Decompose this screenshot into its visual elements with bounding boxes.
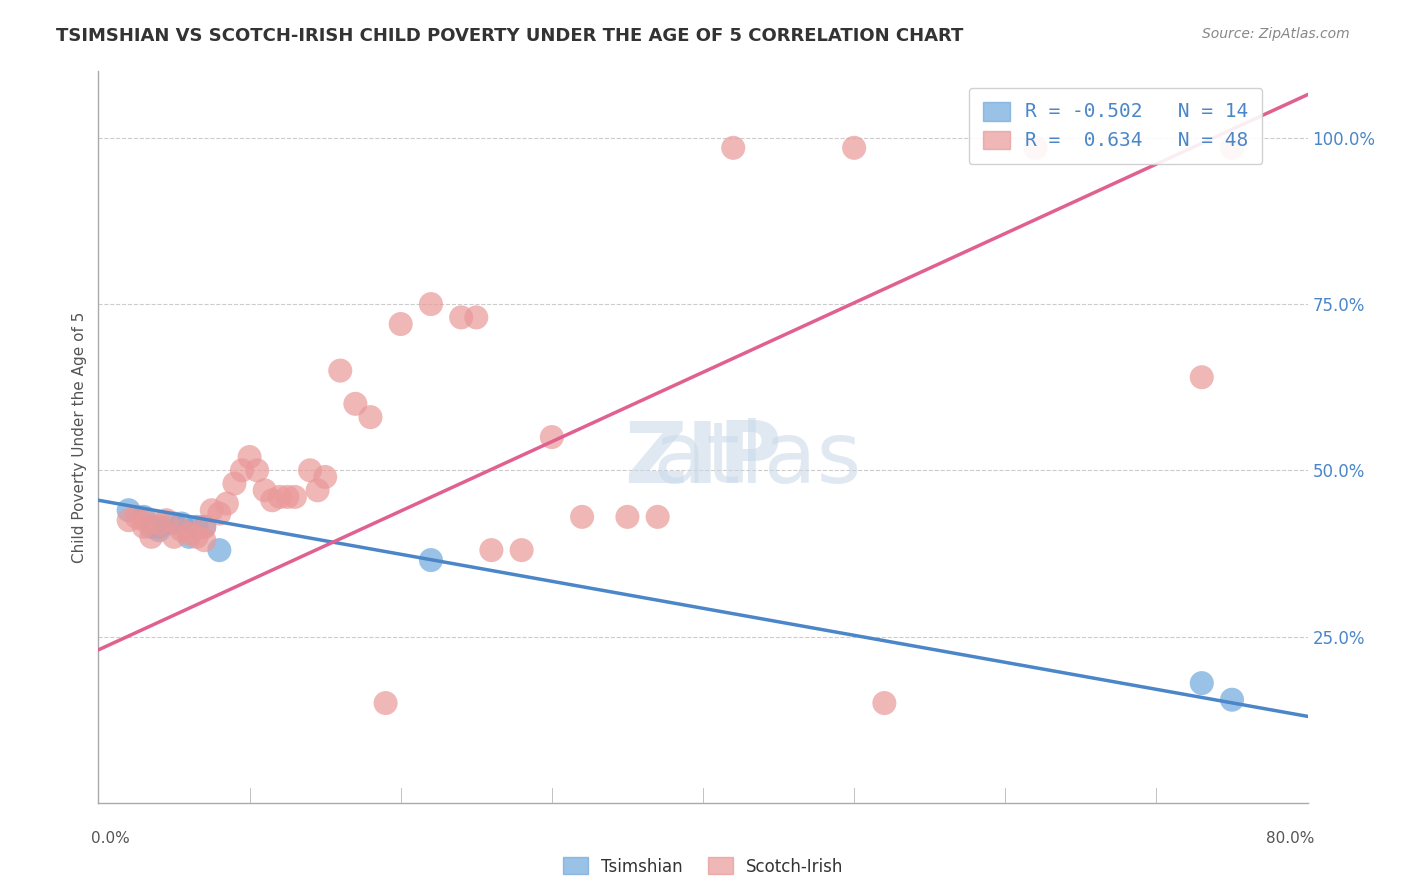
- Point: [246, 463, 269, 477]
- Point: [314, 470, 336, 484]
- Point: [465, 310, 488, 325]
- Point: [163, 516, 186, 531]
- Point: [132, 513, 155, 527]
- Point: [262, 493, 284, 508]
- Point: [201, 503, 224, 517]
- Point: [1220, 692, 1243, 706]
- Y-axis label: Child Poverty Under the Age of 5: Child Poverty Under the Age of 5: [72, 311, 87, 563]
- Point: [208, 543, 231, 558]
- Point: [616, 509, 638, 524]
- Point: [118, 513, 141, 527]
- Point: [481, 543, 503, 558]
- Point: [307, 483, 329, 498]
- Text: 80.0%: 80.0%: [1267, 831, 1315, 846]
- Point: [1191, 370, 1213, 384]
- Point: [420, 553, 443, 567]
- Point: [420, 297, 443, 311]
- Point: [450, 310, 472, 325]
- Point: [269, 490, 291, 504]
- Text: 0.0%: 0.0%: [91, 831, 131, 846]
- Point: [179, 530, 201, 544]
- Point: [132, 509, 155, 524]
- Point: [1024, 141, 1046, 155]
- Point: [148, 523, 170, 537]
- Point: [374, 696, 396, 710]
- Point: [141, 520, 163, 534]
- Point: [224, 476, 246, 491]
- Legend: Tsimshian, Scotch-Irish: Tsimshian, Scotch-Irish: [555, 851, 851, 882]
- Point: [360, 410, 382, 425]
- Point: [844, 141, 866, 155]
- Point: [571, 509, 593, 524]
- Point: [193, 520, 215, 534]
- Point: [231, 463, 253, 477]
- Point: [299, 463, 322, 477]
- Point: [873, 696, 896, 710]
- Point: [148, 520, 170, 534]
- Point: [148, 516, 170, 531]
- Point: [208, 507, 231, 521]
- Point: [186, 520, 208, 534]
- Point: [125, 509, 148, 524]
- Text: TSIMSHIAN VS SCOTCH-IRISH CHILD POVERTY UNDER THE AGE OF 5 CORRELATION CHART: TSIMSHIAN VS SCOTCH-IRISH CHILD POVERTY …: [56, 27, 963, 45]
- Text: atlas: atlas: [544, 417, 862, 500]
- Point: [118, 503, 141, 517]
- Point: [239, 450, 262, 464]
- Point: [1220, 141, 1243, 155]
- Point: [647, 509, 669, 524]
- Point: [329, 363, 352, 377]
- Text: Source: ZipAtlas.com: Source: ZipAtlas.com: [1202, 27, 1350, 41]
- Point: [170, 516, 193, 531]
- Point: [723, 141, 745, 155]
- Point: [170, 523, 193, 537]
- Point: [389, 317, 412, 331]
- Point: [540, 430, 562, 444]
- Point: [253, 483, 276, 498]
- Point: [132, 520, 155, 534]
- Point: [163, 530, 186, 544]
- Point: [284, 490, 307, 504]
- Point: [344, 397, 367, 411]
- Point: [215, 497, 238, 511]
- Point: [510, 543, 533, 558]
- Point: [186, 530, 208, 544]
- Point: [193, 520, 215, 534]
- Point: [141, 530, 163, 544]
- Point: [276, 490, 298, 504]
- Text: ZIP: ZIP: [624, 417, 782, 500]
- Point: [155, 513, 177, 527]
- Point: [193, 533, 215, 548]
- Point: [179, 526, 201, 541]
- Point: [1191, 676, 1213, 690]
